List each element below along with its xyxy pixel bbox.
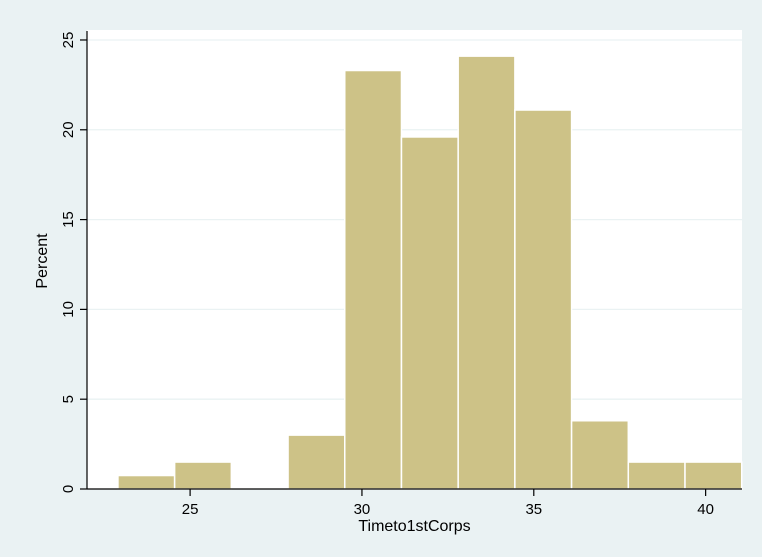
histogram-bar-5 — [400, 136, 459, 490]
histogram-bar-6 — [457, 55, 516, 490]
x-tick-label-0: 25 — [182, 501, 199, 518]
x-tick-label-1: 30 — [354, 501, 371, 518]
x-tick-label-3: 40 — [697, 501, 714, 518]
histogram-bar-9 — [627, 461, 686, 490]
y-tick-label-4: 20 — [60, 121, 77, 138]
histogram-bar-10 — [684, 461, 743, 490]
x-axis-ticks: 25 30 35 40 — [182, 489, 714, 518]
y-tick-label-5: 25 — [60, 32, 77, 49]
y-axis-title: Percent — [34, 233, 51, 289]
histogram-bar-1 — [173, 461, 233, 490]
y-tick-label-2: 10 — [60, 301, 77, 318]
histogram-bar-3 — [287, 434, 346, 490]
histogram-bar-7 — [514, 109, 573, 490]
histogram-bar-8 — [570, 419, 630, 490]
y-tick-label-1: 5 — [60, 395, 77, 403]
x-tick-label-2: 35 — [525, 501, 542, 518]
histogram-bar-4 — [344, 69, 403, 490]
y-axis-ticks: 0 5 10 15 20 25 — [60, 32, 87, 493]
y-tick-label-0: 0 — [60, 485, 77, 493]
histogram-bars — [117, 55, 743, 490]
histogram-bar-0 — [117, 474, 176, 490]
x-axis-title: Timeto1stCorps — [358, 518, 470, 535]
y-tick-label-3: 15 — [60, 211, 77, 228]
